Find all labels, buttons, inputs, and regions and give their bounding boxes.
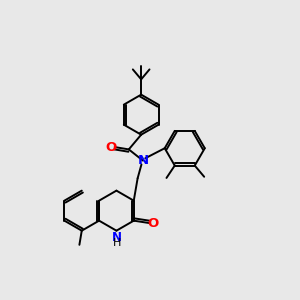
Text: N: N (112, 231, 122, 244)
Text: N: N (137, 154, 148, 167)
Text: O: O (148, 217, 159, 230)
Text: O: O (105, 141, 116, 154)
Text: H: H (113, 238, 121, 248)
